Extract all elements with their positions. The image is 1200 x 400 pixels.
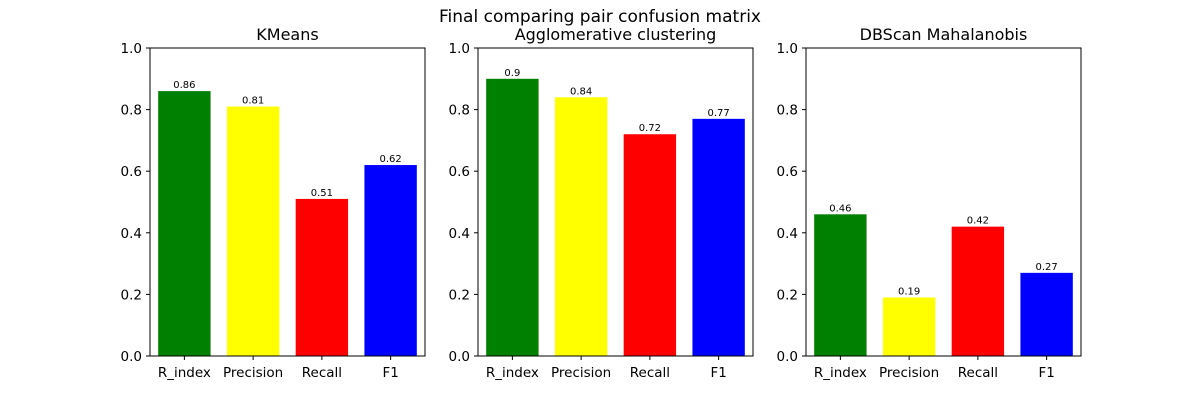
x-tick-label: Precision: [879, 365, 939, 381]
bar-r-index: [814, 214, 867, 356]
subplot-title: KMeans: [256, 25, 318, 44]
y-tick-label: 0.0: [449, 349, 470, 365]
y-tick-label: 0.8: [121, 103, 142, 119]
bar-recall: [951, 226, 1005, 356]
bar-value-label: 0.84: [570, 86, 592, 97]
axes-frame: [149, 47, 426, 357]
x-tick-label: R_index: [814, 365, 867, 381]
y-tick-label: 0.8: [449, 103, 470, 119]
y-tick-label: 0.2: [777, 287, 798, 303]
y-tick-label: 0.8: [777, 103, 798, 119]
bar-precision: [882, 297, 936, 356]
subplot-title: DBScan Mahalanobis: [860, 25, 1028, 44]
y-tick-label: 0.4: [449, 226, 470, 242]
bar-value-label: 0.19: [898, 286, 920, 297]
bar-recall: [295, 198, 349, 356]
y-tick-label: 1.0: [449, 41, 470, 57]
y-tick-label: 1.0: [121, 41, 142, 57]
subplot-title: Agglomerative clustering: [515, 25, 717, 44]
bar-value-label: 0.77: [707, 108, 729, 119]
bar-value-label: 0.46: [829, 203, 851, 214]
y-tick-label: 0.0: [777, 349, 798, 365]
x-tick-label: F1: [382, 365, 398, 381]
bar-value-label: 0.86: [173, 80, 195, 91]
bar-value-label: 0.72: [639, 123, 661, 134]
bar-f1: [364, 165, 417, 356]
y-tick-label: 1.0: [777, 41, 798, 57]
x-tick-label: Recall: [630, 365, 670, 381]
y-tick-label: 0.6: [777, 164, 798, 180]
y-tick-label: 0.6: [449, 164, 470, 180]
bar-value-label: 0.42: [967, 216, 989, 227]
x-tick-label: Precision: [223, 365, 283, 381]
figure-title: Final comparing pair confusion matrix: [439, 7, 761, 27]
subplot-1: KMeans 0.86 R_index 0.81 Precision 0.51 Recall…: [121, 25, 426, 381]
bar-value-label: 0.62: [379, 154, 401, 165]
bar-r-index: [158, 91, 211, 357]
y-tick-label: 0.4: [777, 226, 798, 242]
x-tick-label: R_index: [158, 365, 211, 381]
y-tick-label: 0.4: [121, 226, 142, 242]
subplot-2: Agglomerative clustering 0.9 R_index 0.84 Pr…: [449, 25, 754, 381]
x-tick-label: R_index: [486, 365, 539, 381]
x-tick-label: Precision: [551, 365, 611, 381]
bar-recall: [623, 134, 677, 356]
y-tick-label: 0.6: [121, 164, 142, 180]
bar-f1: [1020, 272, 1073, 356]
x-tick-label: F1: [710, 365, 726, 381]
y-tick-label: 0.2: [449, 287, 470, 303]
subplot-3: DBScan Mahalanobis 0.46 R_index 0.19 Precisi…: [777, 25, 1082, 381]
bar-f1: [692, 118, 745, 356]
x-tick-label: Recall: [302, 365, 342, 381]
y-tick-label: 0.2: [121, 287, 142, 303]
bar-value-label: 0.81: [242, 96, 264, 107]
x-tick-label: Recall: [958, 365, 998, 381]
bar-r-index: [486, 78, 539, 357]
axes-frame: [805, 47, 1082, 357]
bar-precision: [226, 106, 280, 357]
x-tick-label: F1: [1038, 365, 1054, 381]
y-tick-label: 0.0: [121, 349, 142, 365]
bar-value-label: 0.27: [1035, 262, 1057, 273]
bar-value-label: 0.9: [504, 68, 520, 79]
axes-frame: [477, 47, 754, 357]
bar-precision: [554, 97, 608, 356]
bar-value-label: 0.51: [311, 188, 333, 199]
